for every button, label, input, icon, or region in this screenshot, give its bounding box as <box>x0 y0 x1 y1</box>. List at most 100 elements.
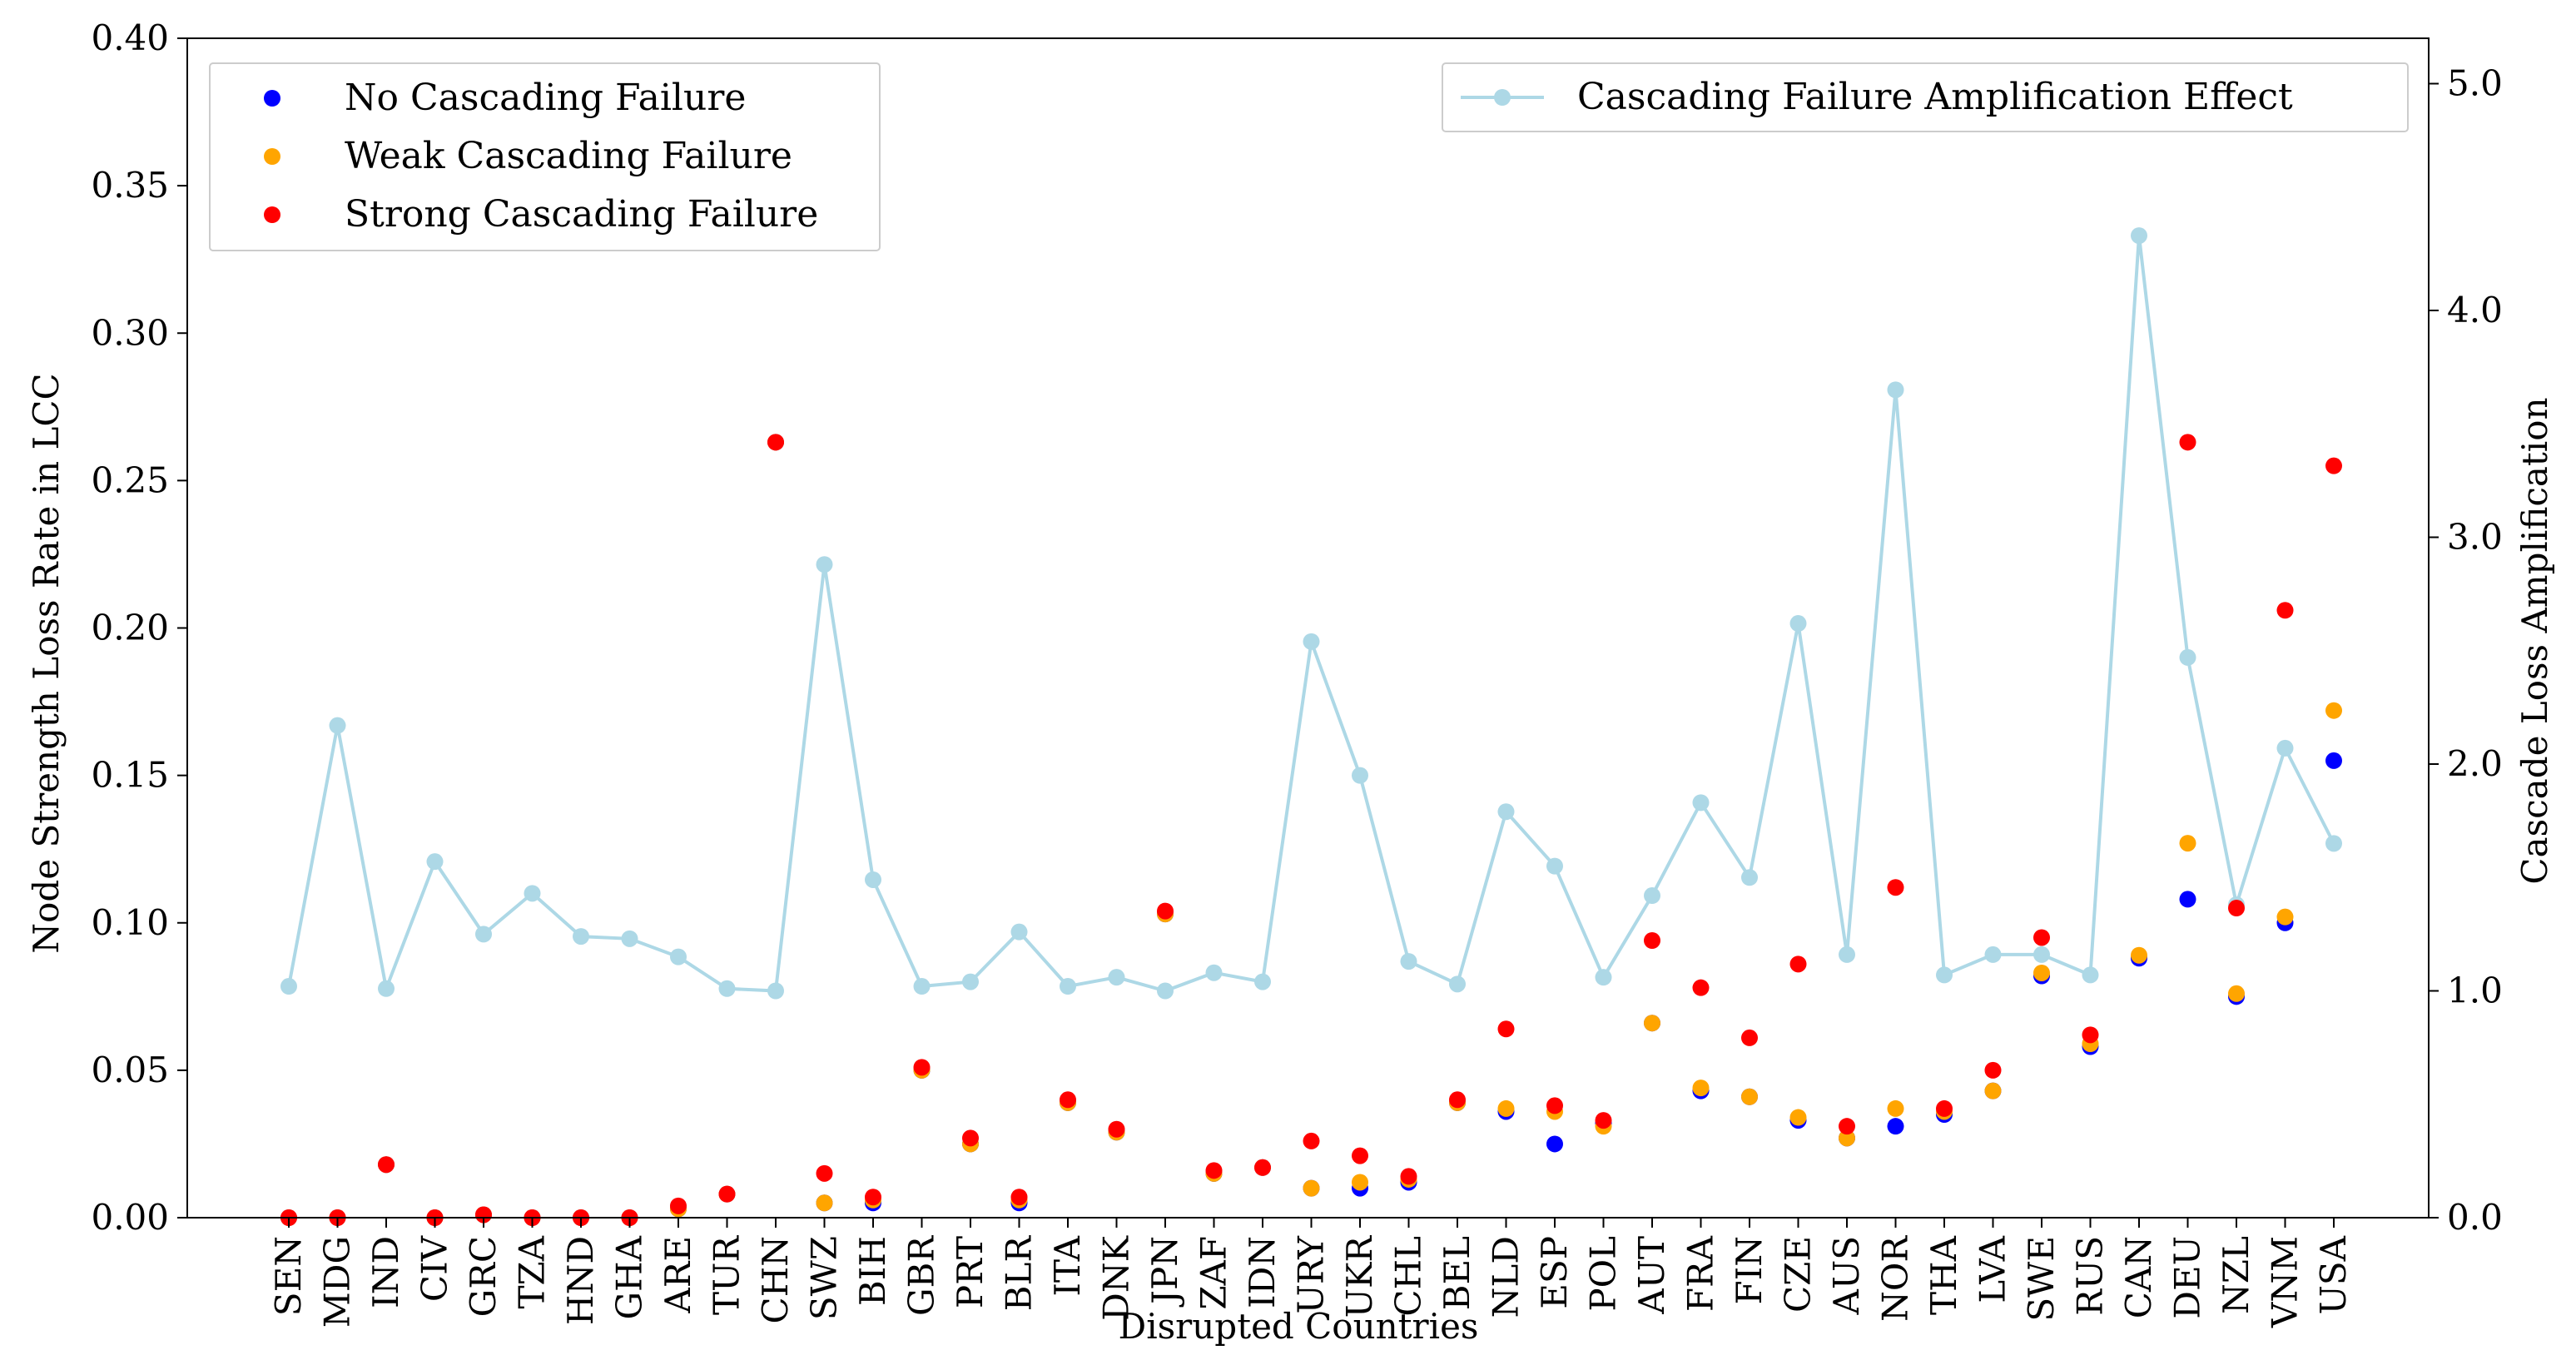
legend-marker-weak-cascading <box>264 148 280 165</box>
point-amplification-bih <box>865 871 881 888</box>
point-strong-cascading-failure-fin <box>1741 1029 1758 1046</box>
x-axis-label: Disrupted Countries <box>1119 1306 1479 1347</box>
point-strong-cascading-failure-vnm <box>2276 602 2294 619</box>
point-strong-cascading-failure-deu <box>2179 434 2196 451</box>
point-amplification-idn <box>1254 973 1271 990</box>
legend-right-frame <box>1442 62 2409 132</box>
point-weak-cascading-failure-ukr <box>1352 1174 1368 1191</box>
point-amplification-cze <box>1789 615 1807 633</box>
y-tick-label: 0.10 <box>91 902 169 943</box>
x-tick-label-esp: ESP <box>1534 1236 1575 1309</box>
point-amplification-deu <box>2179 648 2196 666</box>
point-strong-cascading-failure-ita <box>1060 1091 1076 1109</box>
point-strong-cascading-failure-are <box>670 1197 687 1214</box>
x-tick-label-tza: TZA <box>512 1235 553 1308</box>
point-strong-cascading-failure-prt <box>962 1129 979 1147</box>
point-amplification-ita <box>1060 978 1076 995</box>
x-tick-label-ury: URY <box>1291 1235 1332 1314</box>
x-tick-label-chl: CHL <box>1388 1236 1429 1317</box>
y-axis-label: Node Strength Loss Rate in LCC <box>26 373 67 953</box>
legend-left: No Cascading Failure Weak Cascading Fail… <box>209 62 881 251</box>
x-tick-label-aut: AUT <box>1631 1236 1672 1315</box>
point-amplification-ind <box>378 980 395 997</box>
x-tick-label-bel: BEL <box>1437 1236 1477 1310</box>
x-tick-label-gbr: GBR <box>901 1235 942 1316</box>
series-layer <box>280 80 2342 1226</box>
point-amplification-ukr <box>1352 767 1368 784</box>
y-right-tick-label: 2.0 <box>2447 743 2503 784</box>
y-tick-label: 0.15 <box>91 755 169 796</box>
x-tick-label-idn: IDN <box>1242 1236 1283 1308</box>
x-tick-label-zaf: ZAF <box>1194 1236 1234 1310</box>
point-amplification-are <box>670 948 687 965</box>
point-no-cascading-failure-nor <box>1887 1118 1904 1135</box>
point-amplification-fin <box>1741 869 1758 886</box>
point-weak-cascading-failure-aus <box>1839 1129 1855 1147</box>
point-strong-cascading-failure-dnk <box>1108 1120 1125 1138</box>
x-tick-label-nor: NOR <box>1875 1235 1916 1322</box>
point-amplification-chn <box>767 982 784 1000</box>
y-right-tick-label: 3.0 <box>2447 517 2503 558</box>
point-weak-cascading-failure-lva <box>1984 1082 2002 1099</box>
legend-marker-amplification <box>1494 89 1511 106</box>
x-tick-label-civ: CIV <box>414 1235 455 1302</box>
y-tick-label: 0.25 <box>91 459 169 500</box>
point-amplification-can <box>2131 227 2147 245</box>
y-right-tick-label: 1.0 <box>2447 970 2503 1011</box>
point-strong-cascading-failure-blr <box>1010 1189 1028 1206</box>
point-amplification-sen <box>280 978 297 995</box>
point-weak-cascading-failure-usa <box>2325 702 2342 719</box>
y-tick-label: 0.00 <box>91 1197 169 1238</box>
point-amplification-grc <box>475 926 492 943</box>
x-tick-label-cze: CZE <box>1778 1236 1819 1313</box>
point-amplification-tza <box>524 885 541 902</box>
point-strong-cascading-failure-rus <box>2082 1026 2099 1044</box>
x-tick-label-nld: NLD <box>1486 1236 1526 1318</box>
point-strong-cascading-failure-aut <box>1644 932 1660 950</box>
point-amplification-swe <box>2033 946 2050 963</box>
point-amplification-gbr <box>913 978 931 995</box>
legend-label-amplification: Cascading Failure Amplification Effect <box>1577 76 2293 118</box>
x-tick-label-pol: POL <box>1583 1236 1624 1312</box>
point-amplification-blr <box>1010 923 1028 941</box>
point-weak-cascading-failure-fra <box>1692 1080 1710 1097</box>
point-strong-cascading-failure-bih <box>865 1189 881 1206</box>
point-weak-cascading-failure-fin <box>1741 1088 1758 1105</box>
point-strong-cascading-failure-fra <box>1692 979 1710 996</box>
point-weak-cascading-failure-swe <box>2033 964 2050 981</box>
point-amplification-chl <box>1400 953 1417 970</box>
x-tick-label-vnm: VNM <box>2265 1236 2305 1328</box>
point-amplification-bel <box>1449 975 1466 993</box>
point-strong-cascading-failure-gbr <box>913 1059 931 1076</box>
point-strong-cascading-failure-chl <box>1400 1168 1417 1185</box>
point-amplification-rus <box>2082 966 2099 984</box>
x-tick-label-tha: THA <box>1923 1235 1964 1315</box>
x-tick-label-tur: TUR <box>707 1235 747 1315</box>
x-tick-label-swz: SWZ <box>804 1236 845 1320</box>
y-tick-label: 0.05 <box>91 1050 169 1090</box>
point-amplification-lva <box>1984 946 2002 963</box>
point-strong-cascading-failure-chn <box>767 434 784 451</box>
point-no-cascading-failure-deu <box>2179 891 2196 908</box>
point-amplification-tha <box>1936 966 1953 984</box>
point-amplification-jpn <box>1157 982 1174 1000</box>
point-strong-cascading-failure-bel <box>1449 1091 1466 1109</box>
x-tick-label-hnd: HND <box>560 1236 601 1325</box>
point-weak-cascading-failure-deu <box>2179 835 2196 852</box>
point-weak-cascading-failure-swz <box>816 1194 833 1212</box>
point-weak-cascading-failure-nld <box>1497 1099 1515 1117</box>
legend-label-no-cascading: No Cascading Failure <box>345 77 746 119</box>
legend-right: Cascading Failure Amplification Effect <box>1442 62 2409 132</box>
x-tick-label-blr: BLR <box>999 1235 1040 1312</box>
y-tick-label: 0.35 <box>91 165 169 206</box>
x-tick-label-dnk: DNK <box>1096 1234 1137 1320</box>
x-tick-label-swe: SWE <box>2021 1236 2062 1322</box>
point-amplification-usa <box>2325 835 2342 852</box>
x-tick-label-bih: BIH <box>852 1236 893 1306</box>
x-tick-label-grc: GRC <box>463 1236 504 1317</box>
x-tick-label-aus: AUS <box>1826 1236 1867 1316</box>
point-amplification-vnm <box>2276 739 2294 757</box>
y-right-tick-label: 5.0 <box>2447 63 2503 104</box>
point-amplification-fra <box>1692 794 1710 812</box>
legend-left-frame <box>209 62 881 251</box>
